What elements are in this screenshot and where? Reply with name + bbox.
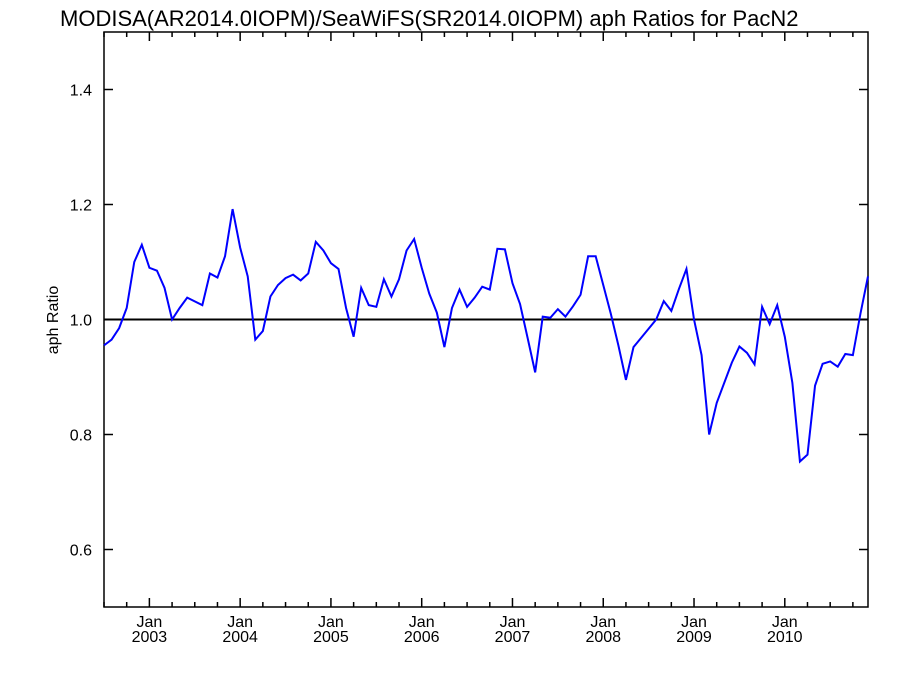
x-tick-month-label: Jan [318,614,344,631]
y-tick-label: 1.4 [70,83,92,100]
x-tick-year-label: 2009 [676,629,712,646]
x-tick-year-label: 2010 [767,629,803,646]
x-tick-year-label: 2004 [222,629,258,646]
x-tick-month-label: Jan [500,614,526,631]
x-tick-month-label: Jan [409,614,435,631]
x-tick-month-label: Jan [136,614,162,631]
x-tick-month-label: Jan [772,614,798,631]
x-tick-month-label: Jan [227,614,253,631]
x-tick-year-label: 2005 [313,629,349,646]
series-line [103,208,869,464]
x-tick-year-label: 2006 [404,629,440,646]
x-tick-year-label: 2007 [495,629,531,646]
y-tick-label: 1.2 [70,198,92,215]
y-axis-label: aph Ratio [45,286,62,355]
y-axis: 0.6 0.8 1.0 1.2 1.4 [70,83,868,560]
x-axis: Jan2003Jan2004Jan2005Jan2006Jan2007Jan20… [103,32,854,646]
x-tick-year-label: 2003 [132,629,168,646]
x-tick-year-label: 2008 [585,629,621,646]
y-tick-label: 0.8 [70,428,92,445]
x-tick-month-label: Jan [590,614,616,631]
chart-title: MODISA(AR2014.0IOPM)/SeaWiFS(SR2014.0IOP… [60,6,798,31]
y-tick-label: 0.6 [70,543,92,560]
y-tick-label: 1.0 [70,313,92,330]
x-tick-month-label: Jan [681,614,707,631]
